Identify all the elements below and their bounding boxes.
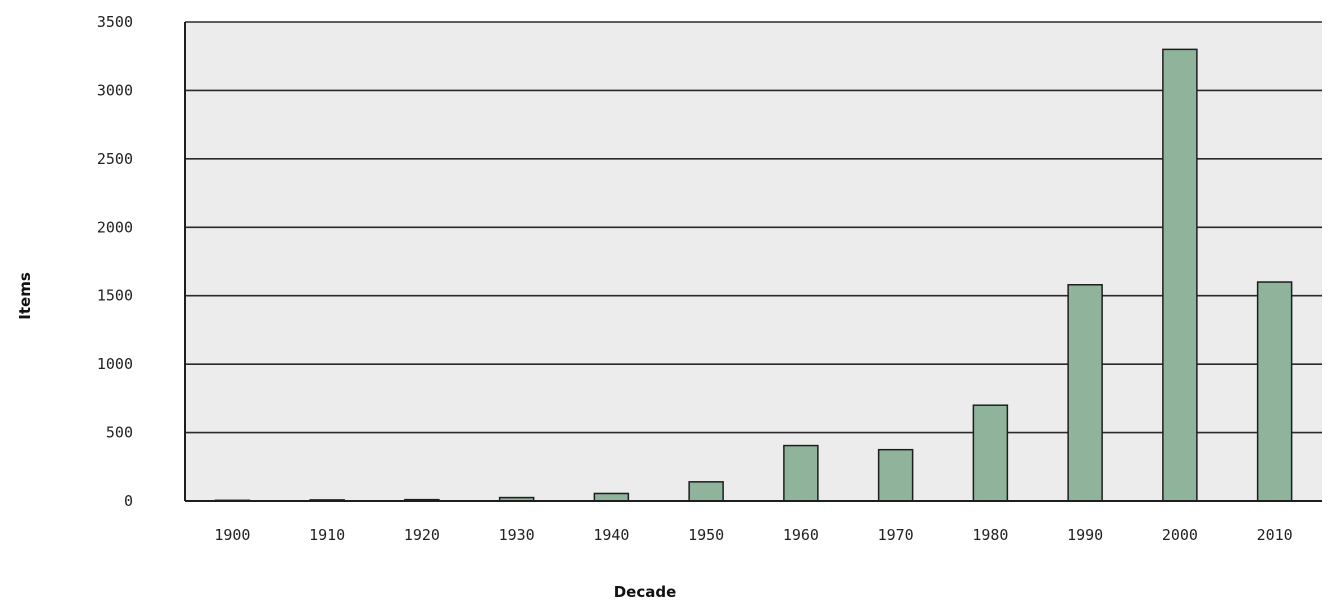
bar-1940 [593, 492, 630, 502]
y-tick-label: 3000 [97, 81, 133, 99]
y-axis-title: Items [16, 272, 34, 320]
x-tick-label: 1900 [214, 526, 250, 544]
x-tick-label: 1990 [1067, 526, 1103, 544]
bars [214, 48, 1293, 502]
y-tick-label: 2500 [97, 150, 133, 168]
bar-1990 [1067, 284, 1103, 502]
bar-1960 [783, 444, 819, 502]
x-tick-label: 1930 [499, 526, 535, 544]
y-tick-label: 500 [106, 424, 133, 442]
x-tick-labels: 1900 1910 1920 1930 1940 1950 1960 1970 1980 1990… [214, 526, 1292, 544]
y-tick-labels: 0 500 1000 1500 2000 2500 3000 3500 [97, 13, 133, 510]
x-tick-label: 1960 [783, 526, 819, 544]
bar-1970 [877, 448, 914, 502]
bar-1950 [688, 481, 724, 502]
y-tick-label: 1000 [97, 355, 133, 373]
y-tick-label: 1500 [97, 287, 133, 305]
bar-1980 [972, 404, 1009, 502]
x-tick-label: 1950 [688, 526, 724, 544]
y-tick-label: 3500 [97, 13, 133, 31]
x-tick-label: 1910 [309, 526, 345, 544]
plot-area [184, 21, 1322, 502]
x-axis-title: Decade [614, 583, 677, 601]
plot-background [185, 22, 1322, 501]
bar-2010 [1256, 281, 1293, 502]
x-tick-label: 1940 [593, 526, 629, 544]
y-tick-label: 2000 [97, 218, 133, 236]
x-tick-label: 1980 [972, 526, 1008, 544]
x-tick-label: 1970 [878, 526, 914, 544]
gridlines [185, 21, 1322, 434]
x-tick-label: 1920 [404, 526, 440, 544]
x-tick-label: 2010 [1257, 526, 1293, 544]
x-tick-label: 2000 [1162, 526, 1198, 544]
y-tick-label: 0 [124, 492, 133, 510]
bar-2000 [1162, 48, 1198, 502]
